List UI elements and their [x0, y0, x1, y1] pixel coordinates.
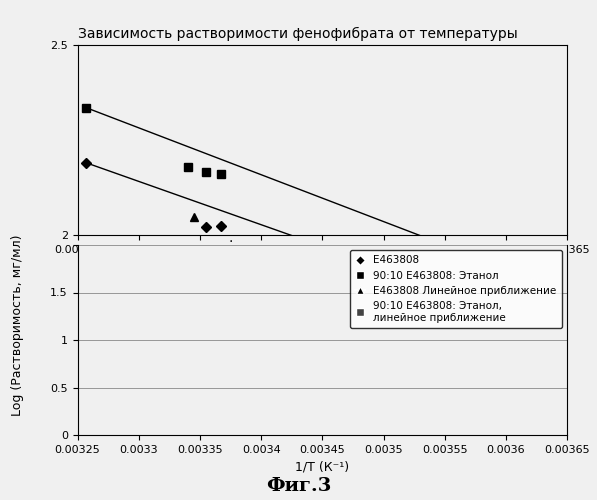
Text: ·: ·	[229, 235, 233, 249]
X-axis label: 1/T (К⁻¹): 1/T (К⁻¹)	[296, 460, 349, 473]
Legend: Е463808, 90:10 Е463808: Этанол, Е463808 Линейное приближение, 90:10 Е463808: Эта: Е463808, 90:10 Е463808: Этанол, Е463808 …	[349, 250, 562, 328]
Text: Фиг.3: Фиг.3	[266, 477, 331, 495]
Text: Log (Растворимость, мг/мл): Log (Растворимость, мг/мл)	[11, 234, 24, 416]
Text: Зависимость растворимости фенофибрата от температуры: Зависимость растворимости фенофибрата от…	[78, 27, 518, 41]
